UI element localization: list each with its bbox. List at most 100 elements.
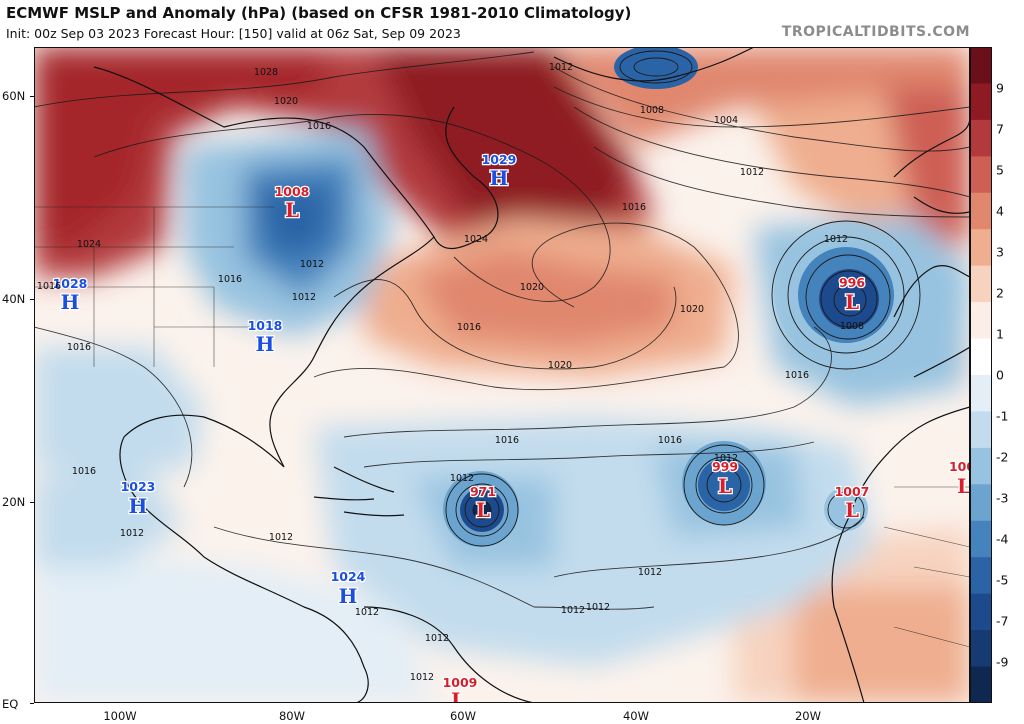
colorbar-label: 9 <box>996 80 1004 96</box>
lon-label-40w: 40W <box>622 709 650 723</box>
high-1028-letter: H <box>61 290 80 314</box>
high-1028-value: 1028 <box>53 276 88 291</box>
isobar-label: 1024 <box>464 234 488 245</box>
isobar-label: 1012 <box>292 292 316 303</box>
low-1008-value: 1008 <box>275 184 310 199</box>
colorbar-label: 0 <box>996 367 1004 383</box>
isobar-label: 1012 <box>450 473 474 484</box>
isobar-label: 1008 <box>840 321 864 332</box>
colorbar-label: 7 <box>996 121 1004 137</box>
low-1008: 1008 L <box>273 183 310 224</box>
colorbar-cell <box>970 192 992 230</box>
low-1007: 1007 L <box>833 483 870 524</box>
low-996: 996 L <box>838 274 867 316</box>
isobar-label: 1016 <box>307 121 331 132</box>
colorbar-label: 1 <box>996 326 1004 342</box>
isobar-label: 1020 <box>680 304 704 315</box>
low-1008-letter: L <box>285 198 299 222</box>
high-1029-value: 1029 <box>482 152 517 167</box>
lon-label-60w: 60W <box>449 709 477 723</box>
low-999-letter: L <box>718 474 732 498</box>
lat-tick <box>30 299 34 300</box>
colorbar-label: -4 <box>996 531 1009 547</box>
isobar-label: 1012 <box>425 633 449 644</box>
lon-label-20w: 20W <box>794 709 822 723</box>
low-1007-value: 1007 <box>835 484 870 499</box>
high-1029-letter: H <box>490 166 509 190</box>
colorbar-label: -1 <box>996 408 1009 424</box>
borders <box>34 206 970 648</box>
high-1023: 1023 H <box>119 478 156 520</box>
isobar-label: 1020 <box>548 360 572 371</box>
low-core-971-eye <box>473 501 491 519</box>
low-100-value: 100 <box>949 459 970 474</box>
low-999-value: 999 <box>712 459 738 474</box>
colorbar-cell <box>970 484 992 522</box>
coastlines <box>93 47 970 703</box>
low-1009: 1009 L <box>441 674 478 703</box>
colorbar-cell <box>970 557 992 595</box>
isobar-label: 1016 <box>218 274 242 285</box>
colorbar-cell <box>970 338 992 376</box>
lat-tick <box>30 96 34 97</box>
colorbar-cell <box>970 630 992 668</box>
lat-label-20n: 20N <box>2 495 26 509</box>
low-100: 100 L <box>948 458 970 500</box>
low-core-999-inner <box>698 459 750 511</box>
isobar-label: 1012 <box>561 605 585 616</box>
isobar-label: 1020 <box>274 96 298 107</box>
isobar-label: 1012 <box>410 672 434 683</box>
high-1024-letter: H <box>339 584 358 608</box>
isobar-label: 1016 <box>37 281 61 292</box>
colorbar-label: -9 <box>996 654 1009 670</box>
low-100-letter: L <box>957 474 970 498</box>
colorbar-label: -2 <box>996 449 1009 465</box>
lat-label-60n: 60N <box>2 89 26 103</box>
high-1028: 1028 H <box>51 275 88 316</box>
lon-label-100w: 100W <box>103 709 137 723</box>
colorbar-cell <box>970 47 992 85</box>
colorbar-cell <box>970 229 992 267</box>
colorbar-label: -7 <box>996 613 1009 629</box>
colorbar-cell <box>970 302 992 340</box>
pressure-systems: 1029 H 1008 L 1028 H 1018 H 996 L 999 L <box>51 151 970 703</box>
low-1007-letter: L <box>845 498 859 522</box>
isobar-label: 1016 <box>658 435 682 446</box>
isobar-label: 1012 <box>740 167 764 178</box>
high-1024: 1024 H <box>329 568 367 610</box>
isobar-label: 1016 <box>67 342 91 353</box>
colorbar-cell <box>970 520 992 558</box>
low-996-value: 996 <box>839 275 865 290</box>
map-frame <box>34 47 970 703</box>
high-1023-letter: H <box>129 494 148 518</box>
isobar-label: 1012 <box>120 528 144 539</box>
colorbar-label: -3 <box>996 490 1009 506</box>
low-isobars <box>445 50 921 547</box>
isobar-label: 1012 <box>355 607 379 618</box>
isobar-label: 1028 <box>254 67 278 78</box>
colorbar-cell <box>970 375 992 413</box>
site-watermark: TROPICALTIDBITS.COM <box>781 24 970 40</box>
lat-label-eq: EQ <box>2 697 19 711</box>
colorbar-cell <box>970 411 992 449</box>
high-1024-value: 1024 <box>331 569 366 584</box>
low-core-996-inner <box>819 269 879 329</box>
map-title: ECMWF MSLP and Anomaly (hPa) (based on C… <box>6 4 632 22</box>
high-1029: 1029 H <box>480 151 517 192</box>
lat-tick <box>30 703 34 704</box>
colorbar-label: 5 <box>996 162 1004 178</box>
isobars <box>34 51 970 610</box>
isobar-label: 1012 <box>269 532 293 543</box>
high-1018-letter: H <box>256 332 275 356</box>
low-1009-letter: L <box>451 688 465 703</box>
high-1018-value: 1018 <box>248 318 283 333</box>
low-971-value: 971 <box>470 484 496 499</box>
isobar-label: 1008 <box>640 105 664 116</box>
high-1018: 1018 H <box>246 317 283 358</box>
isobar-label: 1004 <box>714 115 738 126</box>
low-971-letter: L <box>476 498 490 522</box>
isobar-label: 1016 <box>457 322 481 333</box>
colorbar-label: -5 <box>996 572 1009 588</box>
colorbar-cell <box>970 593 992 631</box>
high-1023-value: 1023 <box>121 479 156 494</box>
